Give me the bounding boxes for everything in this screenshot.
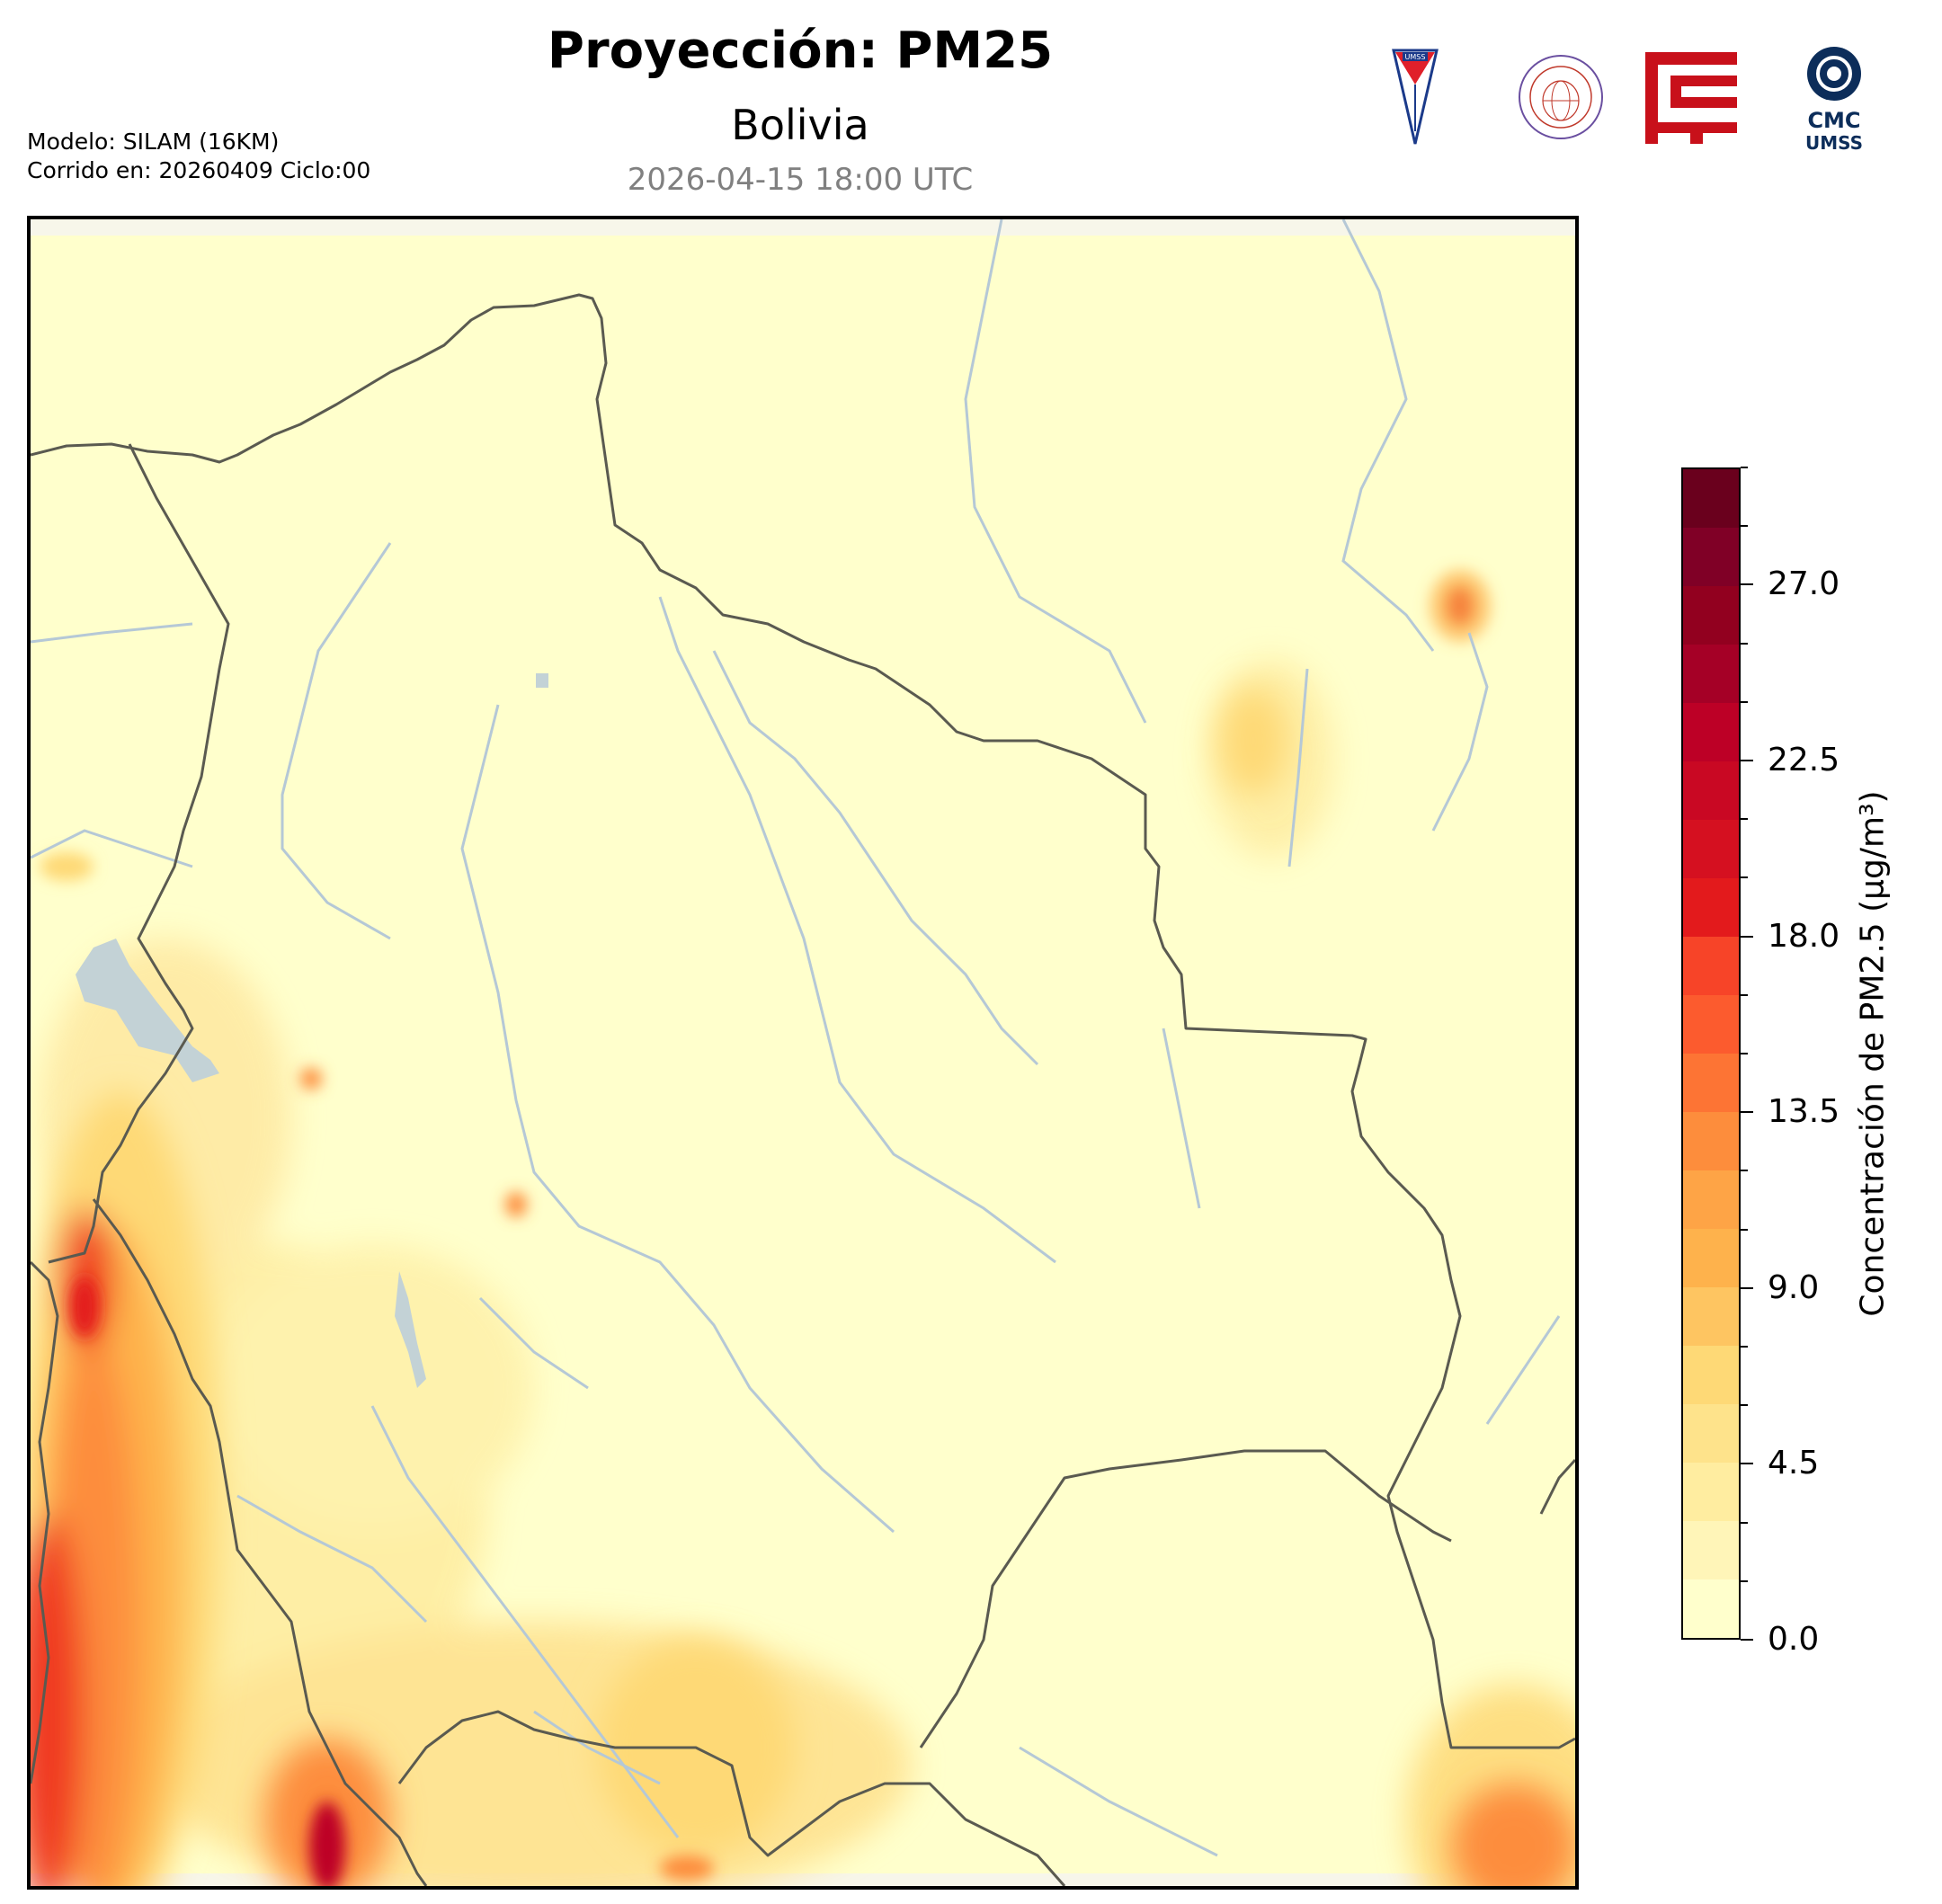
colorbar-tick-label: 27.0 (1768, 565, 1840, 603)
umss-shield-logo: UMSS (1392, 49, 1439, 145)
colorbar-major-tick (1741, 1286, 1753, 1289)
lakes (76, 673, 548, 1388)
colorbar-major-tick (1741, 935, 1753, 938)
run-line: Corrido en: 20260409 Ciclo:00 (27, 157, 371, 183)
model-info: Modelo: SILAM (16KM) Corrido en: 2026040… (27, 128, 370, 185)
colorbar-major-tick (1741, 1111, 1753, 1114)
colorbar-tick-label: 13.5 (1768, 1093, 1840, 1131)
colorbar-minor-tick (1741, 818, 1748, 821)
rivers (31, 219, 1561, 1857)
colorbar-major-tick (1741, 583, 1753, 586)
cmc-umss-logo: CMC UMSS (1805, 47, 1863, 153)
colorbar-minor-tick (1741, 1170, 1748, 1172)
colorbar-title-text: Concentración de PM2.5 (µg/m³) (1854, 790, 1892, 1317)
svg-text:UMSS: UMSS (1805, 132, 1863, 153)
colorbar-minor-tick (1741, 525, 1748, 528)
colorbar-major-tick (1741, 760, 1753, 761)
colorbar-minor-tick (1741, 993, 1748, 996)
pm25-map[interactable] (27, 216, 1579, 1890)
colorbar-major-tick (1741, 1463, 1753, 1465)
colorbar-tick-label: 0.0 (1768, 1621, 1820, 1658)
map-canvas (31, 219, 1575, 1886)
colorbar-minor-tick (1741, 1053, 1748, 1054)
colorbar-minor-tick (1741, 1228, 1748, 1231)
colorbar-minor-tick (1741, 1521, 1748, 1524)
region-subtitle: Bolivia (731, 101, 869, 149)
svg-text:CMC: CMC (1807, 108, 1860, 133)
colorbar (1681, 467, 1741, 1640)
colorbar-tick-label: 22.5 (1768, 742, 1840, 779)
colorbar-minor-tick (1741, 1579, 1748, 1582)
colorbar-tick-label: 18.0 (1768, 917, 1840, 955)
colorbar-minor-tick (1741, 876, 1748, 879)
red-geometric-logo (1645, 52, 1737, 144)
pm25-concentration-field (31, 570, 1575, 1886)
colorbar-minor-tick (1741, 1346, 1748, 1348)
departamento-fisica-seal-logo (1519, 55, 1603, 139)
colorbar-minor-tick (1741, 467, 1748, 468)
model-line: Modelo: SILAM (16KM) (27, 129, 280, 155)
chart-title: Proyección: PM25 (547, 22, 1054, 80)
country-borders (31, 293, 1575, 1886)
colorbar-minor-tick (1741, 700, 1748, 703)
institution-logos: UMSS CMC UMSS (1392, 47, 1863, 153)
colorbar-minor-tick (1741, 1404, 1748, 1407)
colorbar-tick-label: 4.5 (1768, 1445, 1820, 1482)
svg-text:UMSS: UMSS (1405, 53, 1426, 61)
forecast-datetime: 2026-04-15 18:00 UTC (627, 162, 974, 198)
colorbar-title: Concentración de PM2.5 (µg/m³) (1841, 467, 1904, 1640)
colorbar-minor-tick (1741, 642, 1748, 645)
colorbar-major-tick (1741, 1639, 1753, 1641)
colorbar-tick-label: 9.0 (1768, 1268, 1820, 1306)
